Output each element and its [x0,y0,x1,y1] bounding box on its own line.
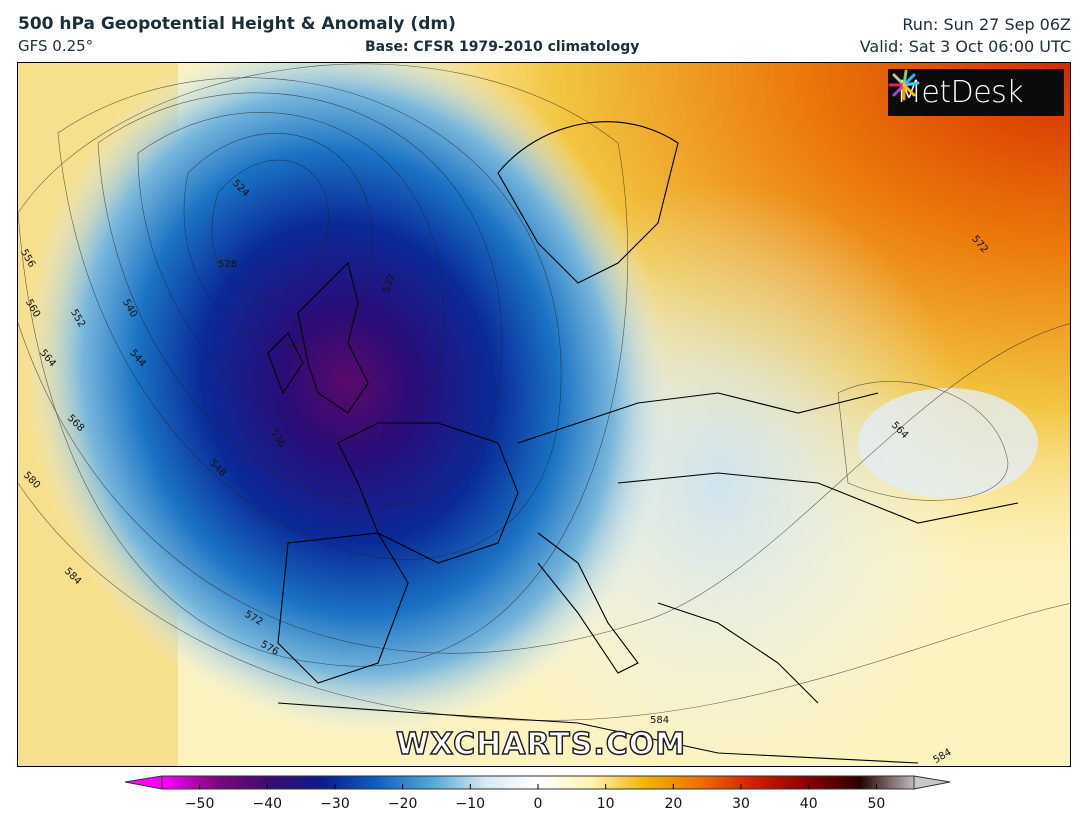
colorbar-tick-label: 30 [732,796,750,812]
contour-label: 528 [218,259,238,270]
metdesk-logo-text: MetDesk [896,75,1024,110]
metdesk-logo: MetDesk [888,69,1064,116]
colorbar-tick-label: −10 [455,796,486,812]
colorbar-min-extension [124,775,163,790]
model-label: GFS 0.25° [18,37,94,55]
colorbar-max-extension [913,775,951,790]
colorbar-tick-label: −50 [184,796,215,812]
colorbar-tick-label: −40 [252,796,283,812]
run-time: Run: Sun 27 Sep 06Z [902,15,1071,34]
chart-title: 500 hPa Geopotential Height & Anomaly (d… [18,14,456,34]
colorbar-tick-label: 20 [664,796,683,812]
metdesk-pinwheel-icon [888,69,920,101]
colorbar-tick-label: 40 [799,796,818,812]
anomaly-map: 524 528 532 536 540 544 548 552 556 560 … [17,62,1071,767]
climatology-base-label: Base: CFSR 1979-2010 climatology [365,39,640,55]
wxcharts-watermark: WXCHARTS.COM [395,726,687,763]
contour-label: 584 [650,715,670,726]
valid-time: Valid: Sat 3 Oct 06:00 UTC [859,37,1071,56]
colorbar: −50 −40 −30 −20 −10 0 10 20 30 40 50 [110,772,970,822]
height-contours [18,63,1070,721]
colorbar-tick-label: 50 [867,796,886,812]
coastlines-and-borders [267,121,1019,764]
colorbar-tick-label: 10 [596,796,615,812]
anomaly-field [18,63,1070,766]
colorbar-tick-label: 0 [533,796,543,812]
colorbar-tick-label: −30 [320,796,350,812]
colorbar-tick-label: −20 [387,796,418,812]
